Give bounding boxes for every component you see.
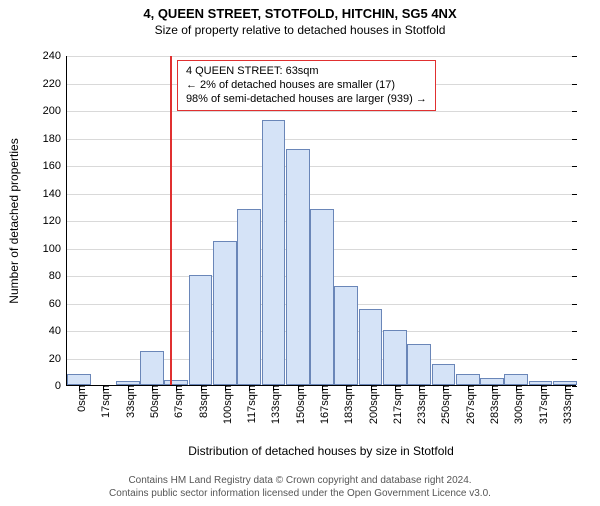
bar [213, 241, 237, 385]
annotation-line: 4 QUEEN STREET: 63sqm [186, 65, 427, 79]
ytick-label: 80 [49, 270, 67, 282]
bar [140, 351, 164, 385]
ytick-label: 120 [43, 215, 67, 227]
xtick-label: 17sqm [94, 385, 112, 418]
bar [237, 209, 261, 385]
ytick-label: 100 [43, 243, 67, 255]
ytick-label: 180 [43, 133, 67, 145]
xtick-label: 300sqm [507, 385, 525, 424]
gridline [67, 56, 576, 57]
bar [189, 275, 213, 385]
xtick-label: 167sqm [313, 385, 331, 424]
xtick-label: 317sqm [532, 385, 550, 424]
ytick-label: 0 [55, 380, 67, 392]
ytick-label: 200 [43, 105, 67, 117]
bar [310, 209, 334, 385]
ytick-mark [572, 221, 577, 222]
xtick-label: 233sqm [410, 385, 428, 424]
bar [456, 374, 480, 385]
bar [480, 378, 504, 385]
ytick-mark [572, 304, 577, 305]
annotation-line: 98% of semi-detached houses are larger (… [186, 93, 427, 107]
xtick-label: 217sqm [386, 385, 404, 424]
bar [432, 364, 456, 385]
histogram-chart: 0 20 40 60 80 100 120 140 160 180 200 220 240 0sqm 17s… [0, 6, 600, 506]
annotation-box: 4 QUEEN STREET: 63sqm← 2% of detached ho… [177, 60, 436, 111]
xtick-label: 283sqm [483, 385, 501, 424]
x-axis-label: Distribution of detached houses by size … [66, 444, 576, 458]
footer-line-1: Contains HM Land Registry data © Crown c… [0, 475, 600, 488]
bar [504, 374, 528, 385]
xtick-label: 133sqm [264, 385, 282, 424]
xtick-label: 267sqm [459, 385, 477, 424]
xtick-label: 117sqm [240, 385, 258, 423]
xtick-label: 183sqm [337, 385, 355, 424]
ytick-mark [572, 359, 577, 360]
ytick-mark [572, 84, 577, 85]
y-axis-label: Number of detached properties [7, 138, 21, 303]
ytick-mark [572, 111, 577, 112]
xtick-label: 100sqm [216, 385, 234, 424]
xtick-label: 150sqm [289, 385, 307, 424]
ytick-mark [572, 249, 577, 250]
xtick-label: 33sqm [119, 385, 137, 418]
plot-area: 0204060801001201401601802002202400sqm17s… [66, 56, 576, 386]
bar [359, 309, 383, 385]
xtick-label: 200sqm [362, 385, 380, 424]
bar [286, 149, 310, 386]
bar [262, 120, 286, 385]
annotation-line: ← 2% of detached houses are smaller (17) [186, 79, 427, 93]
ytick-mark [572, 166, 577, 167]
ytick-label: 140 [43, 188, 67, 200]
bar [67, 374, 91, 385]
gridline [67, 166, 576, 167]
ytick-label: 60 [49, 298, 67, 310]
footer-line-2: Contains public sector information licen… [0, 488, 600, 501]
xtick-label: 83sqm [192, 385, 210, 418]
ytick-mark [572, 276, 577, 277]
xtick-label: 67sqm [167, 385, 185, 418]
ytick-label: 20 [49, 353, 67, 365]
xtick-label: 0sqm [70, 385, 88, 412]
xtick-label: 50sqm [143, 385, 161, 418]
ytick-label: 160 [43, 160, 67, 172]
gridline [67, 139, 576, 140]
ytick-mark [572, 139, 577, 140]
gridline [67, 194, 576, 195]
ytick-label: 40 [49, 325, 67, 337]
bar [334, 286, 358, 385]
xtick-label: 333sqm [556, 385, 574, 424]
bar [383, 330, 407, 385]
bar [407, 344, 431, 385]
footer: Contains HM Land Registry data © Crown c… [0, 475, 600, 500]
ytick-label: 220 [43, 78, 67, 90]
ytick-mark [572, 331, 577, 332]
ytick-mark [572, 194, 577, 195]
xtick-label: 250sqm [434, 385, 452, 424]
ytick-label: 240 [43, 50, 67, 62]
marker-line [170, 56, 172, 385]
ytick-mark [572, 56, 577, 57]
